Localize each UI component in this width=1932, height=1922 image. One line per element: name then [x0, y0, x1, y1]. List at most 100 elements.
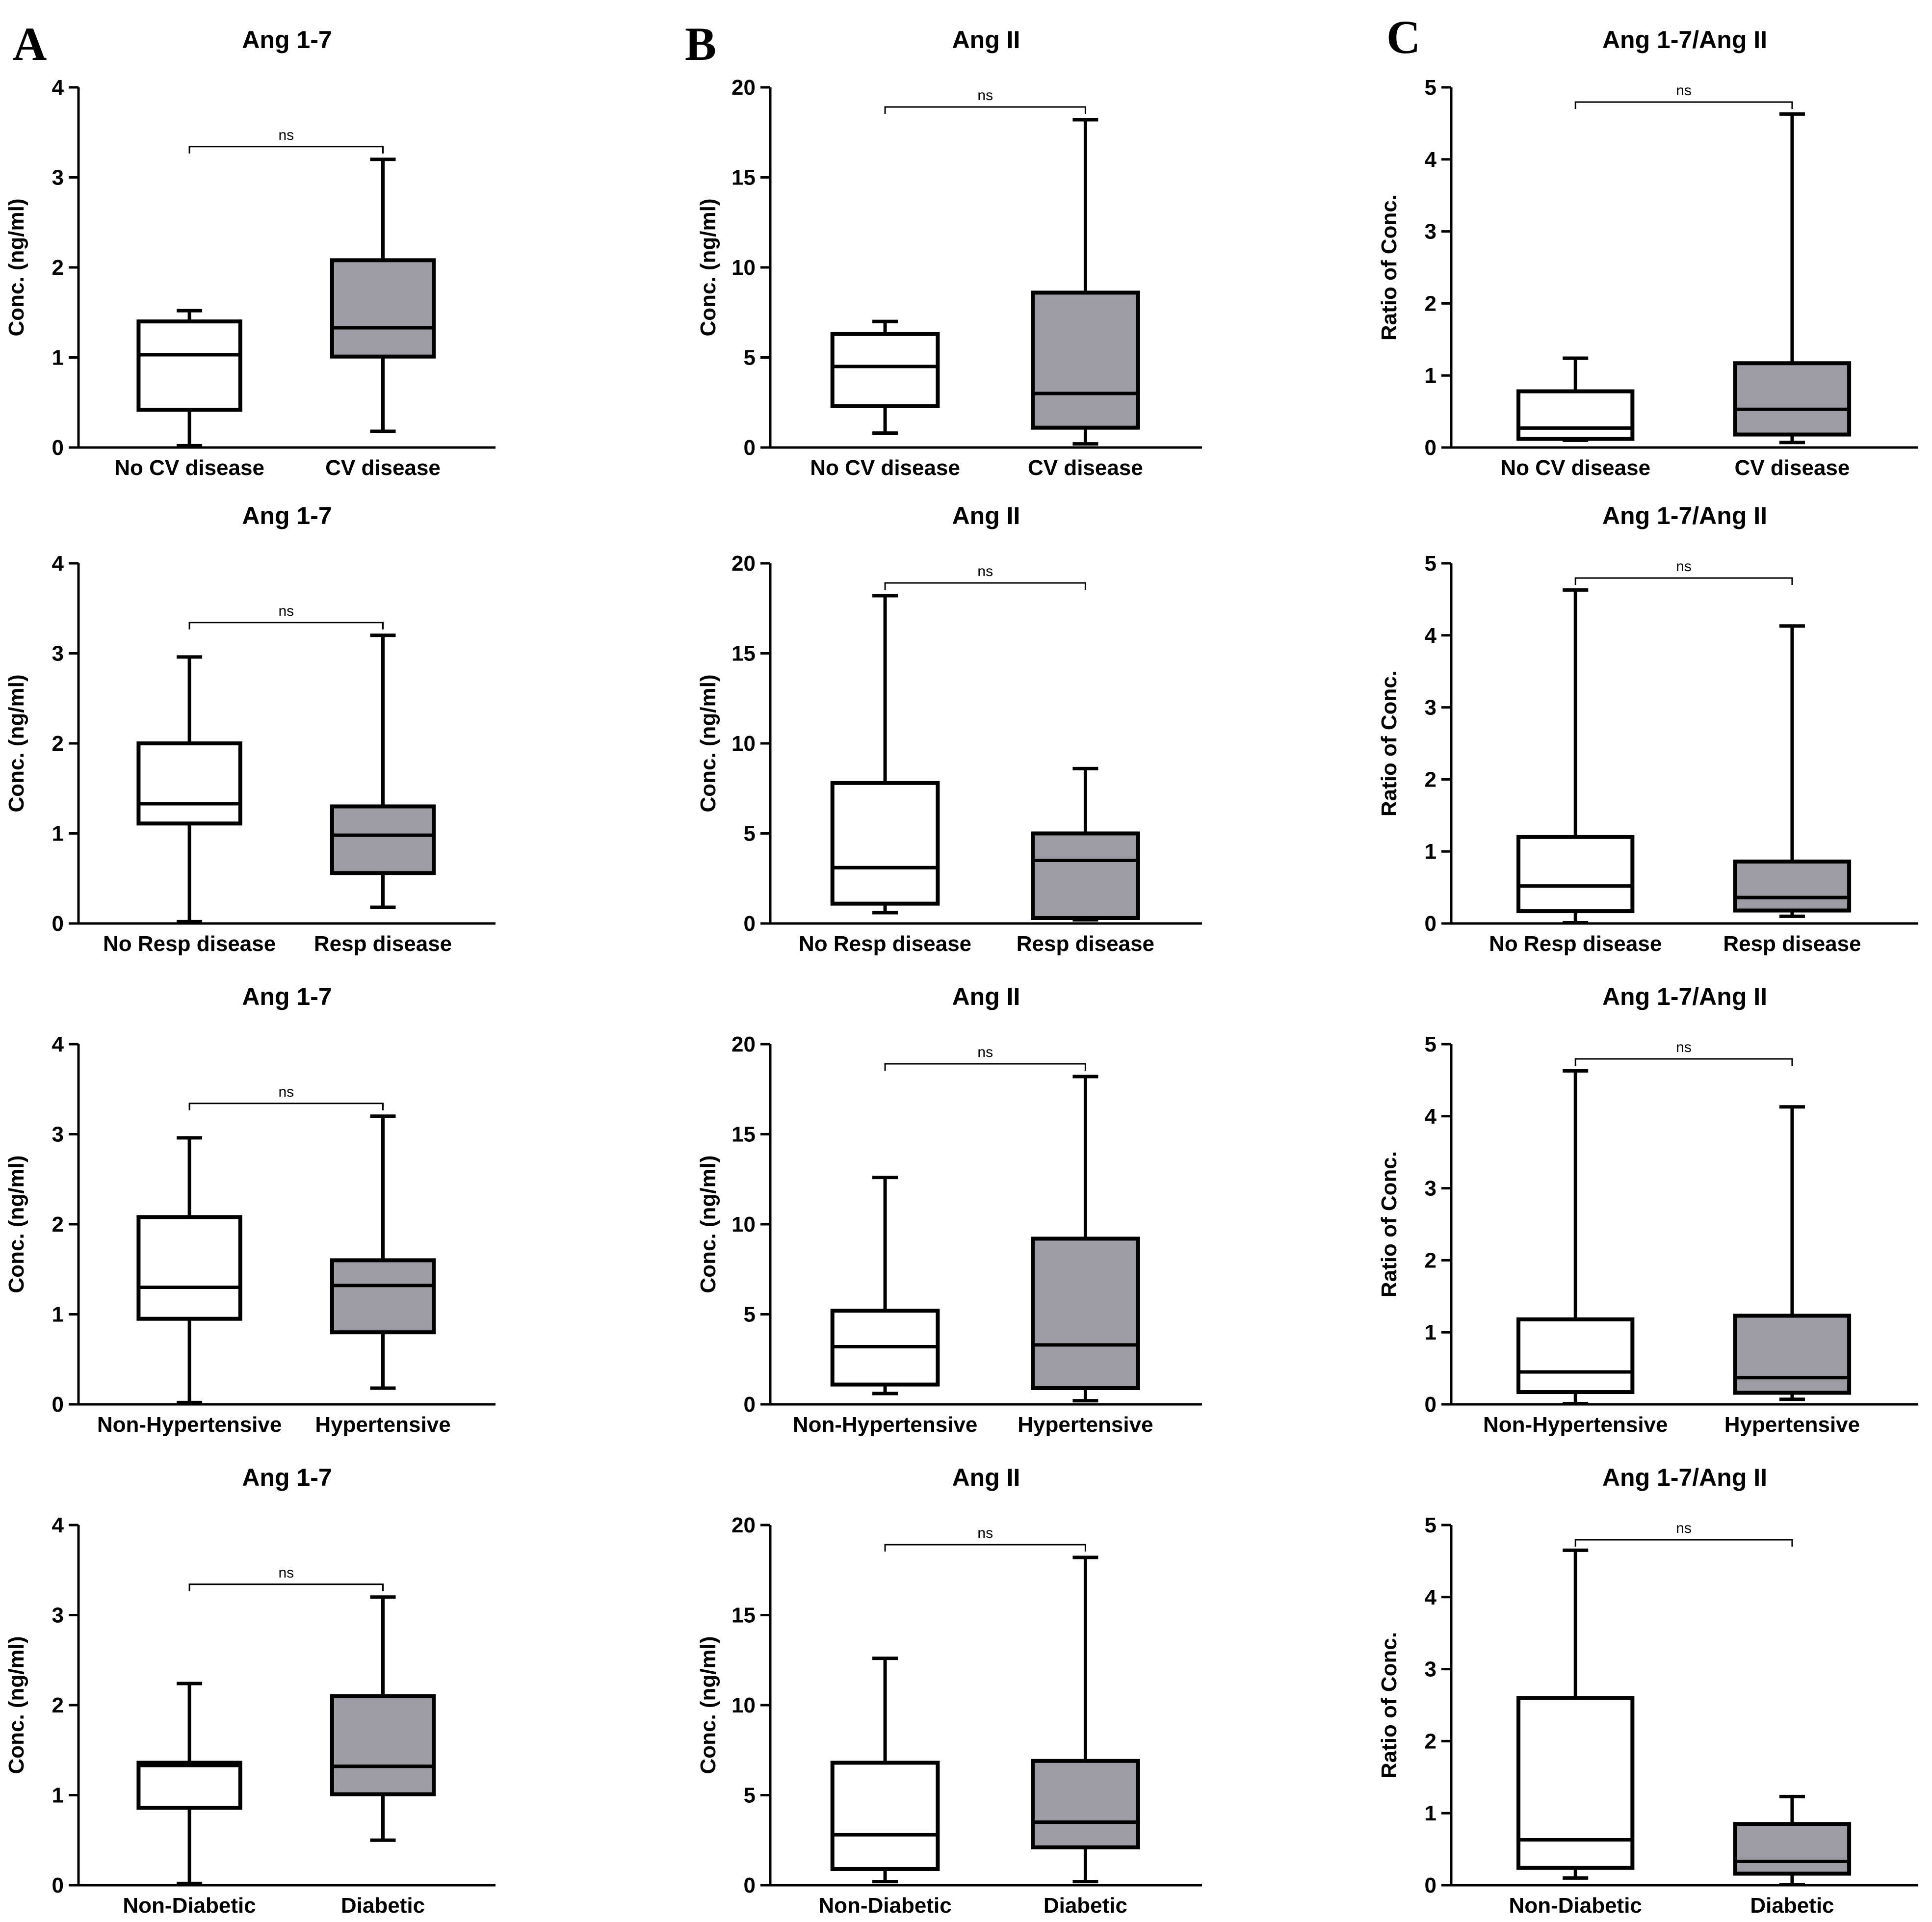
x-category-label: Hypertensive	[315, 1413, 450, 1437]
box-iqr	[1733, 1314, 1852, 1395]
chart-title: Ang 1-7	[242, 26, 332, 53]
significance-bracket	[884, 1544, 1086, 1552]
x-category-label: Diabetic	[1044, 1894, 1127, 1918]
x-category-label: Non-Diabetic	[818, 1894, 951, 1918]
significance-label: ns	[1676, 82, 1692, 99]
chart-title: Ang II	[952, 983, 1020, 1010]
significance-bracket	[884, 582, 1086, 590]
chart-title: Ang 1-7/Ang II	[1602, 1464, 1767, 1491]
y-tick-label: 3	[1425, 1177, 1436, 1201]
chart-1-2: Ang II Conc. (ng/ml) 0 5 10 15 20 No CV disease…	[696, 26, 1202, 480]
significance-bracket	[1574, 577, 1793, 585]
x-category-label: Resp disease	[314, 932, 452, 956]
box-iqr	[1031, 1237, 1140, 1390]
significance-bracket	[188, 1583, 384, 1591]
x-category-label: Non-Hypertensive	[793, 1413, 978, 1437]
y-tick-label: 2	[52, 1693, 64, 1717]
y-tick-label: 5	[744, 1784, 756, 1808]
box-iqr	[1733, 1822, 1852, 1876]
chart-1-1: Ang 1-7 Conc. (ng/ml) 0 1 2 3 4 No CV disease CV…	[4, 26, 496, 480]
box-iqr	[1516, 1696, 1635, 1870]
y-tick-label: 15	[731, 166, 756, 190]
y-tick-label: 0	[1425, 436, 1436, 460]
chart-2-2: Ang II Conc. (ng/ml) 0 5 10 15 20 No Resp disea…	[696, 502, 1202, 956]
y-tick-label: 2	[1425, 1729, 1436, 1753]
y-tick-label: 1	[52, 1784, 64, 1808]
y-tick-label: 4	[1425, 148, 1437, 172]
y-tick-label: 15	[731, 1123, 756, 1147]
y-tick-label: 4	[52, 552, 64, 576]
box-iqr	[1031, 1759, 1140, 1849]
box-iqr	[1516, 389, 1635, 441]
y-tick-label: 1	[52, 1303, 64, 1327]
x-category-label: Hypertensive	[1724, 1413, 1860, 1437]
y-tick-label: 0	[1425, 1393, 1436, 1417]
y-tick-label: 4	[1425, 1585, 1437, 1609]
x-category-label: No CV disease	[810, 456, 960, 480]
x-category-label: Diabetic	[341, 1894, 425, 1918]
significance-label: ns	[1676, 1039, 1692, 1055]
significance-label: ns	[278, 1565, 294, 1581]
y-tick-label: 2	[1425, 291, 1436, 316]
chart-title: Ang II	[952, 26, 1020, 53]
y-tick-label: 5	[1425, 76, 1436, 100]
x-category-label: Resp disease	[1723, 932, 1861, 956]
y-axis-label: Ratio of Conc.	[1377, 1632, 1401, 1778]
box-iqr	[136, 1761, 242, 1810]
y-tick-label: 3	[1425, 696, 1436, 720]
x-category-label: No Resp disease	[799, 932, 971, 956]
y-tick-label: 4	[1425, 624, 1437, 648]
x-category-label: CV disease	[325, 456, 441, 480]
significance-label: ns	[278, 1084, 294, 1100]
significance-label: ns	[1676, 558, 1692, 575]
x-category-label: No CV disease	[114, 456, 264, 480]
y-tick-label: 0	[52, 1393, 64, 1417]
y-tick-label: 1	[52, 822, 64, 846]
x-category-label: No CV disease	[1500, 456, 1650, 480]
y-tick-label: 3	[52, 1604, 64, 1628]
y-tick-label: 4	[52, 1513, 64, 1537]
y-axis-label: Ratio of Conc.	[1377, 194, 1401, 341]
y-tick-label: 3	[1425, 1658, 1436, 1682]
y-tick-label: 2	[52, 256, 64, 280]
y-tick-label: 5	[744, 822, 756, 846]
y-tick-label: 5	[744, 1303, 756, 1327]
y-tick-label: 20	[731, 76, 756, 100]
y-tick-label: 1	[1425, 1320, 1436, 1344]
box-iqr	[830, 1761, 940, 1871]
chart-4-2: Ang II Conc. (ng/ml) 0 5 10 15 20 Non-Diabetic D…	[696, 1464, 1202, 1918]
chart-4-1: Ang 1-7 Conc. (ng/ml) 0 1 2 3 4 Non-Diabetic Dia…	[4, 1464, 496, 1918]
box-iqr	[830, 332, 940, 408]
y-tick-label: 2	[1425, 1248, 1436, 1272]
y-tick-label: 20	[731, 1513, 756, 1537]
box-iqr	[330, 1694, 436, 1796]
y-tick-label: 5	[1425, 1032, 1436, 1056]
y-tick-label: 3	[1425, 220, 1436, 244]
y-tick-label: 10	[731, 732, 756, 756]
significance-bracket	[188, 1103, 384, 1110]
significance-bracket	[1574, 1539, 1793, 1547]
chart-1-3: Ang 1-7/Ang II Ratio of Conc. 0 1 2 3 4 5 No CV …	[1377, 26, 1918, 480]
y-tick-label: 15	[731, 642, 756, 666]
significance-label: ns	[977, 1044, 993, 1060]
y-tick-label: 3	[52, 166, 64, 190]
y-tick-label: 4	[52, 76, 64, 100]
y-axis-label: Conc. (ng/ml)	[696, 1155, 720, 1293]
significance-label: ns	[1676, 1520, 1692, 1536]
significance-label: ns	[977, 87, 993, 104]
box-iqr	[330, 1258, 436, 1335]
y-tick-label: 0	[744, 1393, 756, 1417]
significance-bracket	[884, 1063, 1086, 1071]
y-axis-label: Conc. (ng/ml)	[4, 1636, 28, 1774]
significance-bracket	[1574, 101, 1793, 109]
y-tick-label: 1	[1425, 840, 1436, 864]
y-axis-label: Conc. (ng/ml)	[4, 674, 28, 812]
panel-label-a: A	[13, 18, 47, 70]
box-iqr	[1516, 1317, 1635, 1395]
y-tick-label: 2	[52, 1212, 64, 1237]
x-category-label: Diabetic	[1750, 1894, 1834, 1918]
y-tick-label: 4	[1425, 1105, 1437, 1129]
x-category-label: Hypertensive	[1018, 1413, 1153, 1437]
chart-3-1: Ang 1-7 Conc. (ng/ml) 0 1 2 3 4 Non-Hypertensiv…	[4, 983, 496, 1437]
